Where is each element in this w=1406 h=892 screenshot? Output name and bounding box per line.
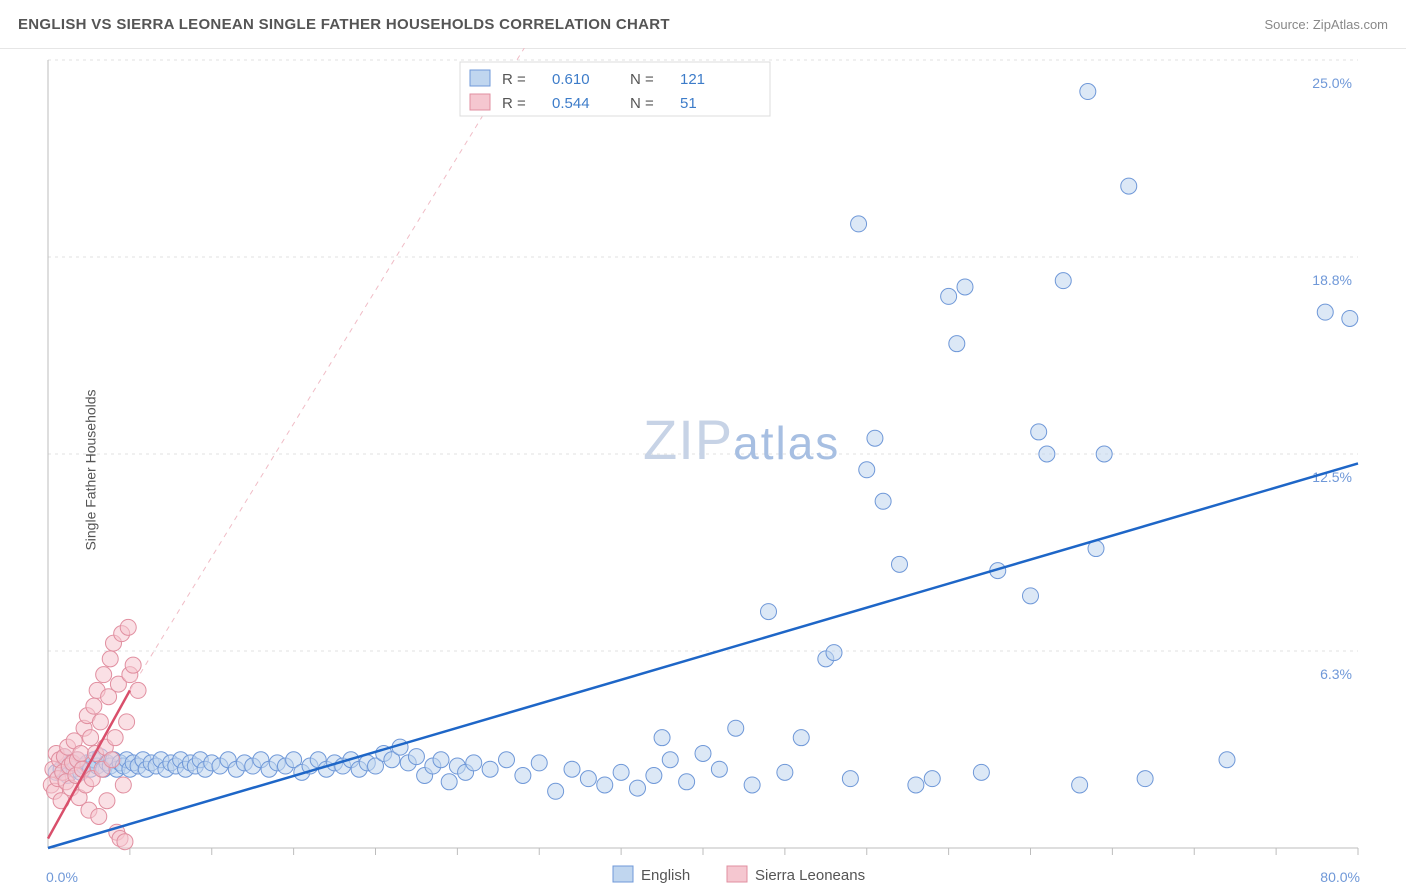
scatter-point <box>711 761 727 777</box>
scatter-point <box>96 667 112 683</box>
y-tick-label: 6.3% <box>1320 666 1352 682</box>
bottom-legend-swatch <box>727 866 747 882</box>
scatter-point <box>1023 588 1039 604</box>
scatter-point <box>842 771 858 787</box>
scatter-point <box>1072 777 1088 793</box>
scatter-point <box>125 657 141 673</box>
scatter-point <box>107 730 123 746</box>
chart-title: ENGLISH VS SIERRA LEONEAN SINGLE FATHER … <box>18 16 670 33</box>
legend-swatch <box>470 94 490 110</box>
scatter-point <box>548 783 564 799</box>
scatter-point <box>564 761 580 777</box>
scatter-point <box>1096 446 1112 462</box>
scatter-point <box>695 745 711 761</box>
scatter-point <box>408 749 424 765</box>
legend-swatch <box>470 70 490 86</box>
scatter-point <box>597 777 613 793</box>
scatter-point <box>1055 273 1071 289</box>
y-axis-label: Single Father Households <box>83 389 99 550</box>
scatter-point <box>1137 771 1153 787</box>
scatter-chart: 6.3%12.5%18.8%25.0%ZIPatlasR =0.610N =12… <box>0 48 1406 892</box>
scatter-point <box>73 745 89 761</box>
scatter-point <box>908 777 924 793</box>
scatter-point <box>120 619 136 635</box>
scatter-point <box>482 761 498 777</box>
trend-line-ext <box>130 48 556 690</box>
scatter-point <box>1342 310 1358 326</box>
scatter-point <box>728 720 744 736</box>
scatter-point <box>91 808 107 824</box>
scatter-point <box>875 493 891 509</box>
scatter-point <box>102 651 118 667</box>
scatter-point <box>1317 304 1333 320</box>
scatter-point <box>867 430 883 446</box>
scatter-point <box>761 604 777 620</box>
y-tick-label: 25.0% <box>1312 75 1352 91</box>
scatter-point <box>115 777 131 793</box>
scatter-point <box>949 336 965 352</box>
scatter-point <box>826 645 842 661</box>
legend-n-value: 121 <box>680 71 705 88</box>
legend-r-value: 0.610 <box>552 71 590 88</box>
scatter-point <box>679 774 695 790</box>
scatter-point <box>433 752 449 768</box>
scatter-point <box>613 764 629 780</box>
scatter-point <box>1031 424 1047 440</box>
scatter-point <box>515 768 531 784</box>
y-tick-label: 18.8% <box>1312 272 1352 288</box>
scatter-point <box>117 834 133 850</box>
x-max-label: 80.0% <box>1320 869 1360 885</box>
chart-source: Source: ZipAtlas.com <box>1264 17 1388 32</box>
scatter-point <box>777 764 793 780</box>
scatter-point <box>654 730 670 746</box>
watermark: ZIPatlas <box>643 408 840 471</box>
legend-n-value: 51 <box>680 95 697 112</box>
scatter-point <box>859 462 875 478</box>
scatter-point <box>83 730 99 746</box>
scatter-point <box>630 780 646 796</box>
bottom-legend-label: Sierra Leoneans <box>755 867 865 884</box>
legend-r-label: R = <box>502 95 526 112</box>
legend-r-label: R = <box>502 71 526 88</box>
scatter-point <box>941 288 957 304</box>
scatter-point <box>441 774 457 790</box>
scatter-point <box>130 682 146 698</box>
scatter-point <box>1080 84 1096 100</box>
scatter-point <box>466 755 482 771</box>
scatter-point <box>1121 178 1137 194</box>
scatter-point <box>924 771 940 787</box>
scatter-point <box>99 793 115 809</box>
scatter-point <box>662 752 678 768</box>
scatter-point <box>1039 446 1055 462</box>
scatter-point <box>744 777 760 793</box>
scatter-point <box>892 556 908 572</box>
scatter-point <box>973 764 989 780</box>
bottom-legend-label: English <box>641 867 690 884</box>
scatter-point <box>646 768 662 784</box>
legend-r-value: 0.544 <box>552 95 590 112</box>
bottom-legend-swatch <box>613 866 633 882</box>
scatter-point <box>957 279 973 295</box>
scatter-point <box>86 698 102 714</box>
scatter-point <box>531 755 547 771</box>
scatter-point <box>793 730 809 746</box>
plot-area: Single Father Households 6.3%12.5%18.8%2… <box>0 48 1406 892</box>
scatter-point <box>580 771 596 787</box>
chart-header: ENGLISH VS SIERRA LEONEAN SINGLE FATHER … <box>0 0 1406 49</box>
scatter-point <box>104 752 120 768</box>
trend-line <box>48 463 1358 848</box>
scatter-point <box>851 216 867 232</box>
scatter-point <box>119 714 135 730</box>
legend-n-label: N = <box>630 71 654 88</box>
scatter-point <box>499 752 515 768</box>
legend-n-label: N = <box>630 95 654 112</box>
scatter-point <box>92 714 108 730</box>
scatter-point <box>1219 752 1235 768</box>
x-min-label: 0.0% <box>46 869 78 885</box>
